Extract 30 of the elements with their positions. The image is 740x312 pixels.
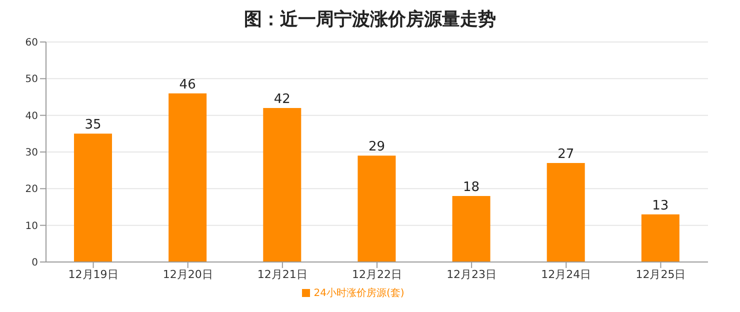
bar	[641, 214, 680, 262]
x-tick-label: 12月21日	[257, 268, 308, 281]
x-tick-label: 12月19日	[68, 268, 118, 281]
bar	[263, 108, 302, 262]
x-tick-label: 12月22日	[352, 268, 402, 281]
x-tick-label: 12月25日	[636, 268, 686, 281]
y-tick-label: 40	[25, 110, 38, 122]
bar	[74, 134, 112, 262]
x-tick-label: 12月23日	[446, 268, 497, 281]
data-label: 35	[84, 118, 102, 133]
x-tick-label: 12月24日	[541, 268, 592, 281]
y-tick-label: 10	[25, 220, 38, 232]
y-tick-label: 50	[25, 74, 38, 86]
y-tick-label: 20	[25, 184, 38, 196]
bar	[452, 196, 490, 262]
data-label: 46	[179, 77, 196, 92]
data-label: 13	[652, 198, 669, 214]
chart-title: 图：近一周宁波涨价房源量走势	[243, 8, 497, 32]
bar	[358, 156, 396, 262]
y-tick-label: 60	[25, 38, 38, 49]
bar	[546, 163, 585, 262]
y-tick-label: 0	[32, 258, 38, 269]
data-label: 29	[368, 140, 385, 155]
y-tick-label: 30	[25, 148, 38, 159]
bar	[168, 93, 207, 262]
data-label: 27	[558, 147, 574, 162]
legend-label: 24小时涨价房源(套)	[314, 288, 404, 299]
x-tick-label: 12月20日	[162, 268, 213, 281]
data-label: 42	[274, 92, 290, 107]
data-label: 18	[463, 180, 480, 195]
